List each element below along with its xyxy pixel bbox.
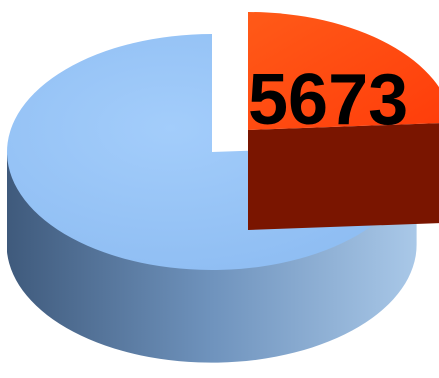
pie-slice-red: 5673 bbox=[248, 12, 439, 230]
pie-slice-red-inner-wall bbox=[248, 123, 439, 230]
slice-label: 5673 bbox=[248, 60, 408, 140]
pie-slice-red-top bbox=[248, 12, 439, 130]
pie-slice-blue-side bbox=[7, 144, 417, 363]
